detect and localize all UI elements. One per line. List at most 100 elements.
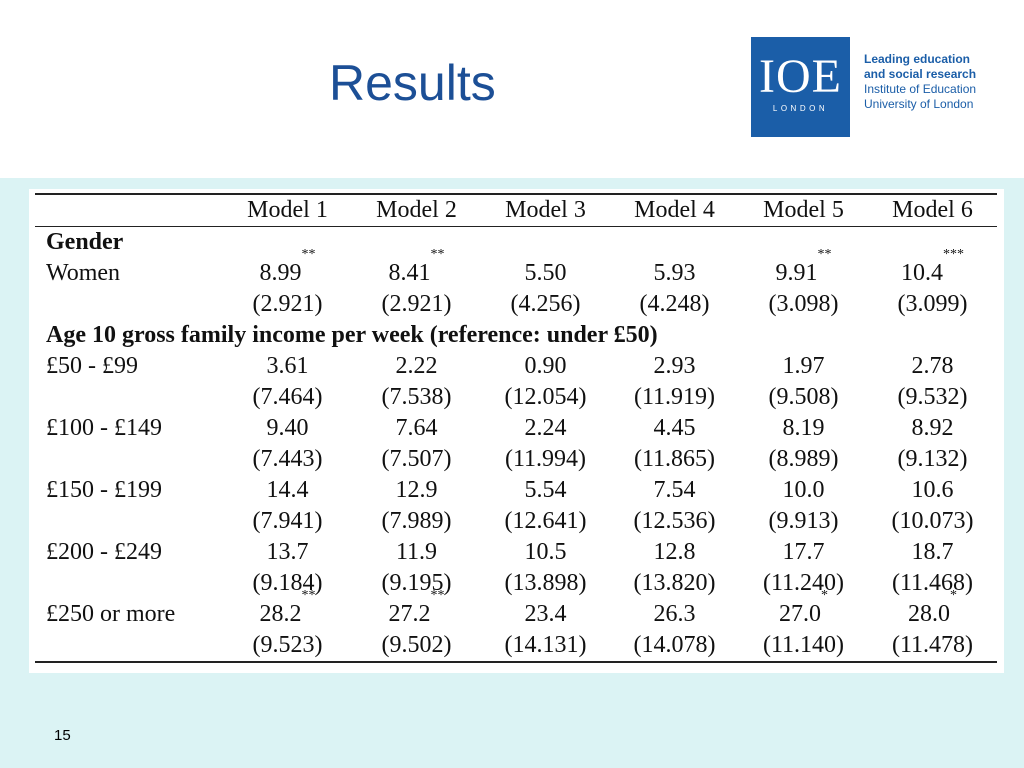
coefficient-cell: 11.9 <box>352 537 481 568</box>
coefficient-cell: 23.4 <box>481 599 610 630</box>
logo-line-2: and social research <box>864 67 977 81</box>
row-label-empty <box>35 630 223 662</box>
coefficient-value: 27.0 <box>779 601 821 627</box>
coefficient-cell: 5.93 <box>610 258 739 289</box>
row-label: £150 - £199 <box>46 477 162 503</box>
row-label: Women <box>46 260 121 286</box>
coefficient-value: 14.4 <box>266 477 309 503</box>
standard-error-row: (9.523) (9.502) (14.131) (14.078) (11.140) (1… <box>35 630 997 662</box>
coefficient-cell: 3.61 <box>223 351 352 382</box>
logo-tagline: Leading education and social research In… <box>864 52 994 112</box>
coefficient-value: 8.41 <box>388 260 431 286</box>
logo-line-3: Institute of Education <box>864 82 977 96</box>
coefficient-value: 0.90 <box>524 353 567 379</box>
standard-error-cell: (4.256) <box>510 291 581 317</box>
standard-error-cell: (7.941) <box>252 508 323 534</box>
coefficient-cell: 9.91** <box>739 248 868 289</box>
standard-error-cell: (2.921) <box>252 291 323 317</box>
coefficient-cell: 2.93 <box>610 351 739 382</box>
standard-error-cell: (11.468) <box>891 570 974 596</box>
coefficient-value: 7.54 <box>653 477 696 503</box>
standard-error-cell: (7.989) <box>381 508 452 534</box>
coefficient-value: 3.61 <box>266 353 309 379</box>
table-row: £200 - £249 13.7 11.9 10.5 12.8 17.7 18.7 <box>35 537 997 568</box>
row-label: £200 - £249 <box>46 539 162 565</box>
standard-error-cell: (12.536) <box>633 508 716 534</box>
standard-error-cell: (7.507) <box>381 446 452 472</box>
coefficient-cell: 8.99** <box>223 248 352 289</box>
logo-city: LONDON <box>772 104 829 113</box>
results-table: Model 1 Model 2 Model 3 Model 4 Model 5 … <box>35 193 997 663</box>
coefficient-cell: 27.0* <box>739 589 868 630</box>
coefficient-cell: 10.0 <box>739 475 868 506</box>
coefficient-cell: 12.8 <box>610 537 739 568</box>
standard-error-cell: (11.865) <box>633 446 716 472</box>
significance-stars: ** <box>301 247 316 262</box>
significance-stars: ** <box>430 588 445 603</box>
coefficient-value: 8.19 <box>782 415 825 441</box>
coefficient-value: 13.7 <box>266 539 309 565</box>
standard-error-cell: (9.132) <box>897 446 968 472</box>
coefficient-cell: 27.2** <box>352 589 481 630</box>
standard-error-row: (7.464) (7.538) (12.054) (11.919) (9.508) (9.… <box>35 382 997 413</box>
standard-error-cell: (14.131) <box>504 632 587 658</box>
column-header: Model 5 <box>739 194 868 227</box>
coefficient-cell: 28.0* <box>868 589 997 630</box>
coefficient-cell: 7.64 <box>352 413 481 444</box>
standard-error-cell: (12.641) <box>504 508 587 534</box>
coefficient-value: 2.24 <box>524 415 567 441</box>
coefficient-cell: 2.22 <box>352 351 481 382</box>
slide-title: Results <box>329 55 496 111</box>
table-row: £50 - £99 3.61 2.22 0.90 2.93 1.97 2.78 <box>35 351 997 382</box>
standard-error-cell: (10.073) <box>891 508 974 534</box>
column-header: Model 3 <box>481 194 610 227</box>
coefficient-cell: 2.78 <box>868 351 997 382</box>
standard-error-cell: (7.464) <box>252 384 323 410</box>
column-header: Model 4 <box>610 194 739 227</box>
logo-mark: IOE <box>759 50 842 103</box>
coefficient-cell: 10.4*** <box>868 248 997 289</box>
standard-error-cell: (9.508) <box>768 384 839 410</box>
standard-error-row: (2.921) (2.921) (4.256) (4.248) (3.098) (3.09… <box>35 289 997 320</box>
coefficient-value: 26.3 <box>653 601 696 627</box>
column-header: Model 1 <box>223 194 352 227</box>
standard-error-cell: (12.054) <box>504 384 587 410</box>
standard-error-cell: (3.099) <box>897 291 968 317</box>
column-header: Model 6 <box>868 194 997 227</box>
coefficient-value: 8.99 <box>259 260 302 286</box>
coefficient-value: 5.50 <box>524 260 567 286</box>
coefficient-cell: 8.92 <box>868 413 997 444</box>
significance-stars: ** <box>817 247 832 262</box>
standard-error-cell: (9.532) <box>897 384 968 410</box>
standard-error-cell: (2.921) <box>381 291 452 317</box>
section-heading: Age 10 gross family income per week (ref… <box>46 322 658 348</box>
logo-line-4: University of London <box>864 97 974 111</box>
row-label-empty <box>35 444 223 475</box>
significance-stars: ** <box>430 247 445 262</box>
coefficient-value: 10.6 <box>911 477 954 503</box>
standard-error-row: (7.941) (7.989) (12.641) (12.536) (9.913) (10… <box>35 506 997 537</box>
standard-error-cell: (8.989) <box>768 446 839 472</box>
column-header: Model 2 <box>352 194 481 227</box>
significance-stars: ** <box>301 588 316 603</box>
coefficient-cell: 14.4 <box>223 475 352 506</box>
standard-error-cell: (13.820) <box>633 570 716 596</box>
logo-line-1: Leading education <box>864 52 971 66</box>
row-label-empty <box>35 568 223 599</box>
coefficient-value: 12.8 <box>653 539 696 565</box>
section-heading-row: Gender <box>35 227 997 259</box>
standard-error-cell: (13.898) <box>504 570 587 596</box>
coefficient-cell: 4.45 <box>610 413 739 444</box>
standard-error-cell: (14.078) <box>633 632 716 658</box>
coefficient-cell: 9.40 <box>223 413 352 444</box>
row-label-empty <box>35 289 223 320</box>
ioe-logo: IOE LONDON Leading education and social … <box>751 37 990 137</box>
coefficient-cell: 26.3 <box>610 599 739 630</box>
row-label: £100 - £149 <box>46 415 162 441</box>
coefficient-value: 28.0 <box>908 601 950 627</box>
row-label-empty <box>35 382 223 413</box>
logo-mark-box: IOE LONDON <box>751 37 850 137</box>
coefficient-cell: 8.19 <box>739 413 868 444</box>
coefficient-value: 8.92 <box>911 415 954 441</box>
row-label-empty <box>35 506 223 537</box>
